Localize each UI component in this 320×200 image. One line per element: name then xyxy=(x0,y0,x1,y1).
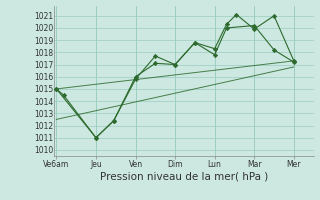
X-axis label: Pression niveau de la mer( hPa ): Pression niveau de la mer( hPa ) xyxy=(100,172,268,182)
